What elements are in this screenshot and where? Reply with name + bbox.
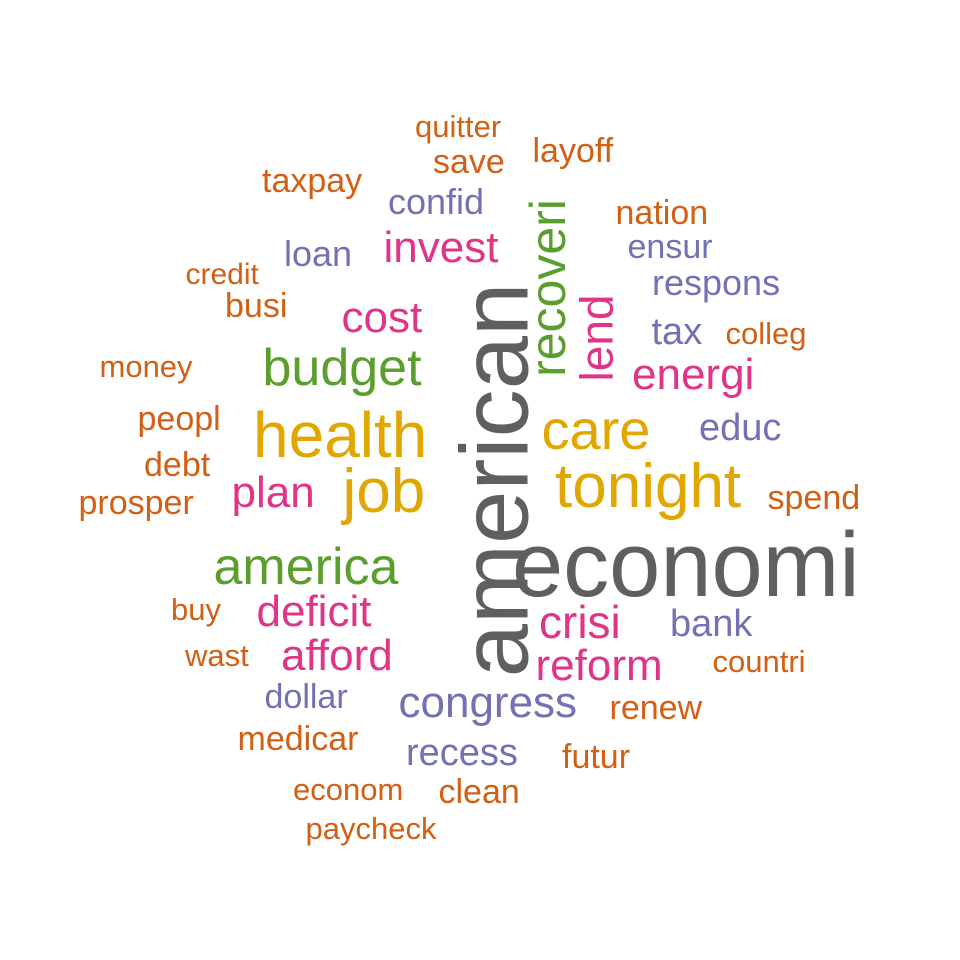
word-congress: congress — [398, 678, 578, 727]
word-reform: reform — [535, 641, 663, 690]
word-medicar: medicar — [237, 720, 359, 758]
word-taxpay: taxpay — [262, 162, 363, 200]
word-america: america — [213, 538, 399, 596]
word-layoff: layoff — [532, 132, 614, 170]
word-futur: futur — [562, 738, 631, 776]
word-respons: respons — [652, 262, 781, 303]
word-prosper: prosper — [78, 484, 194, 522]
word-deficit: deficit — [256, 587, 372, 636]
word-afford: afford — [281, 631, 393, 680]
word-busi: busi — [225, 287, 288, 325]
word-health: health — [253, 399, 428, 471]
word-money: money — [99, 348, 193, 384]
word-economi: economi — [512, 514, 860, 616]
word-recess: recess — [406, 732, 518, 774]
word-dollar: dollar — [264, 678, 348, 716]
word-plan: plan — [231, 468, 315, 517]
word-confid: confid — [388, 181, 485, 222]
word-ensur: ensur — [627, 228, 713, 266]
word-crisi: crisi — [539, 596, 621, 648]
word-debt: debt — [144, 446, 211, 484]
word-energi: energi — [632, 350, 755, 399]
word-clean: clean — [438, 773, 520, 811]
word-paycheck: paycheck — [305, 810, 437, 846]
word-buy: buy — [171, 591, 221, 627]
word-wast: wast — [185, 637, 249, 673]
word-countri: countri — [712, 643, 806, 679]
word-tax: tax — [651, 311, 703, 353]
word-cost: cost — [341, 293, 423, 342]
word-nation: nation — [615, 194, 709, 232]
word-peopl: peopl — [137, 400, 221, 438]
word-quitter: quitter — [415, 108, 502, 144]
word-invest: invest — [383, 223, 499, 272]
word-job: job — [342, 457, 426, 526]
word-educ: educ — [699, 407, 782, 449]
word-recoveri: recoveri — [519, 199, 576, 377]
word-credit: credit — [185, 258, 259, 291]
word-colleg: colleg — [725, 315, 807, 351]
word-care: care — [541, 398, 651, 461]
word-renew: renew — [609, 689, 703, 727]
word-bank: bank — [670, 603, 753, 645]
word-loan: loan — [284, 233, 353, 274]
word-econom: econom — [293, 771, 404, 807]
word-tonight: tonight — [555, 452, 742, 521]
word-lend: lend — [569, 294, 622, 382]
word-spend: spend — [767, 479, 861, 517]
word-save: save — [433, 143, 505, 181]
word-budget: budget — [262, 339, 422, 397]
